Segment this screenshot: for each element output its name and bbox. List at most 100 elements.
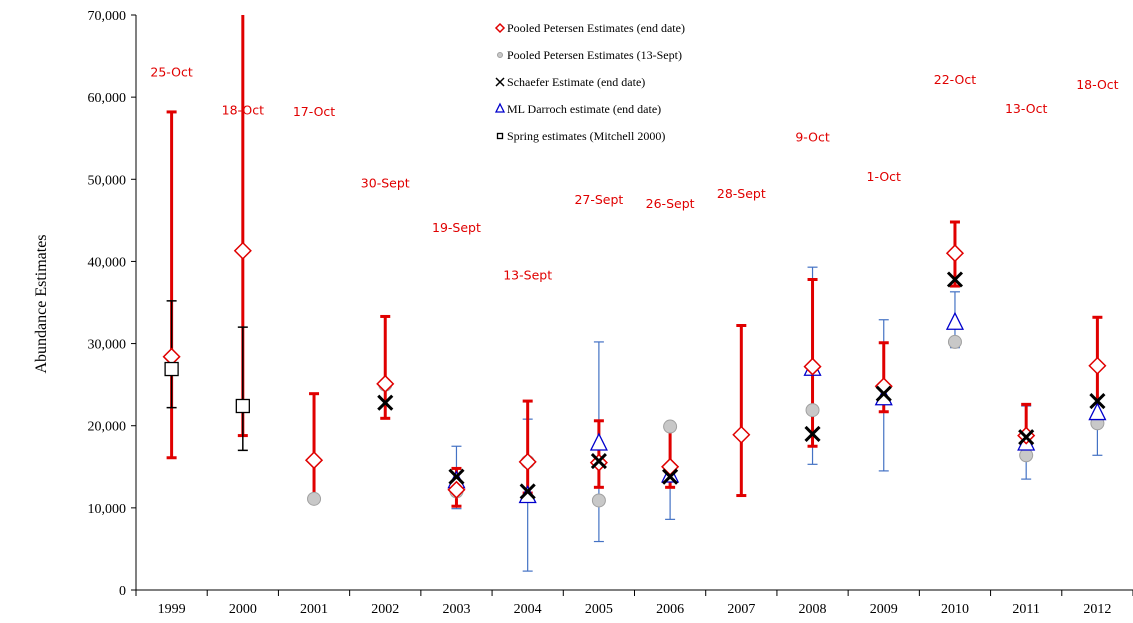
- date-label: 18-Oct: [1076, 77, 1118, 92]
- data-marks: [162, 15, 1107, 572]
- point-diamond: [376, 374, 395, 393]
- y-tick-label: 20,000: [88, 420, 127, 435]
- point-x: [1089, 393, 1106, 410]
- point-diamond: [447, 480, 466, 499]
- x-tick-label: 2011: [1012, 602, 1039, 617]
- point-x: [804, 425, 821, 442]
- point-x: [662, 468, 679, 485]
- x-stroke: [590, 452, 607, 470]
- point-square: [164, 361, 179, 377]
- x-tick-label: 2004: [514, 602, 542, 617]
- point-circle: [947, 334, 962, 349]
- point-triangle: [945, 311, 965, 330]
- legend-label: Pooled Petersen Estimates (end date): [507, 21, 685, 35]
- x-tick-label: 2002: [371, 602, 399, 617]
- x-tick-label: 2000: [229, 602, 257, 617]
- error-bar: [522, 399, 533, 495]
- point-circle: [307, 491, 322, 506]
- point-diamond: [945, 244, 965, 263]
- x-tick-label: 2005: [585, 602, 613, 617]
- x-tick-label: 2001: [300, 602, 328, 617]
- point-x: [1018, 429, 1035, 446]
- date-label: 13-Sept: [503, 268, 552, 283]
- point-x: [590, 452, 607, 470]
- legend-item: Pooled Petersen Estimates (13-Sept): [497, 48, 682, 62]
- legend-label: ML Darroch estimate (end date): [507, 102, 661, 116]
- point-square: [235, 398, 250, 414]
- x-stroke: [875, 385, 892, 402]
- x-stroke: [662, 468, 679, 485]
- legend-marker: [495, 77, 505, 87]
- y-tick-label: 0: [119, 584, 126, 599]
- point-x: [519, 483, 536, 500]
- point-x: [448, 468, 465, 485]
- point-circle: [663, 419, 678, 434]
- point-diamond: [1088, 356, 1107, 375]
- point-triangle: [1088, 402, 1107, 421]
- error-bar: [237, 326, 248, 452]
- legend-item: Spring estimates (Mitchell 2000): [496, 129, 665, 143]
- x-tick-label: 1999: [158, 602, 186, 617]
- error-bar: [309, 392, 320, 500]
- point-x: [946, 271, 964, 288]
- legend-item: ML Darroch estimate (end date): [494, 102, 661, 116]
- x-tick-label: 2012: [1083, 602, 1111, 617]
- error-bar: [736, 324, 747, 498]
- point-diamond: [803, 357, 822, 376]
- point-x: [875, 385, 892, 402]
- legend-marker: [494, 22, 506, 34]
- date-label: 26-Sept: [646, 196, 695, 211]
- date-label: 13-Oct: [1005, 101, 1047, 116]
- point-circle: [1019, 448, 1034, 463]
- point-triangle: [589, 432, 608, 451]
- legend-marker: [496, 132, 504, 140]
- x-stroke: [377, 394, 394, 411]
- point-x: [377, 394, 394, 411]
- date-label: 19-Sept: [432, 220, 481, 235]
- date-label: 25-Oct: [150, 65, 192, 80]
- y-tick-label: 10,000: [88, 502, 127, 517]
- y-axis-title: Abundance Estimates: [33, 234, 50, 373]
- x-tick-label: 2003: [442, 602, 470, 617]
- x-stroke: [1018, 429, 1035, 446]
- x-stroke: [1089, 393, 1106, 410]
- x-stroke: [519, 483, 536, 500]
- date-label: 17-Oct: [293, 104, 335, 119]
- point-circle: [805, 403, 820, 418]
- date-label: 22-Oct: [934, 72, 976, 87]
- date-label: 1-Oct: [867, 169, 902, 184]
- point-diamond: [518, 452, 537, 471]
- date-label: 30-Sept: [361, 176, 410, 191]
- x-tick-label: 2008: [799, 602, 827, 617]
- legend-label: Pooled Petersen Estimates (13-Sept): [507, 48, 682, 62]
- date-label: 27-Sept: [574, 192, 623, 207]
- x-tick-label: 2010: [941, 602, 969, 617]
- x-tick-label: 2007: [727, 602, 755, 617]
- point-diamond: [233, 241, 252, 260]
- x-stroke: [804, 425, 821, 442]
- legend-label: Spring estimates (Mitchell 2000): [507, 129, 665, 143]
- legend-item: Pooled Petersen Estimates (end date): [494, 21, 685, 35]
- point-circle: [591, 493, 606, 508]
- date-label: 28-Sept: [717, 186, 766, 201]
- date-label: 9-Oct: [795, 130, 830, 145]
- x-stroke: [495, 77, 505, 87]
- legend-marker: [494, 102, 506, 113]
- y-tick-label: 30,000: [88, 338, 127, 353]
- point-diamond: [304, 451, 324, 470]
- legend-item: Schaefer Estimate (end date): [495, 75, 645, 89]
- point-diamond: [732, 425, 751, 444]
- legend-label: Schaefer Estimate (end date): [507, 75, 645, 89]
- x-tick-label: 2006: [656, 602, 684, 617]
- y-tick-label: 60,000: [88, 91, 127, 106]
- x-stroke: [946, 271, 964, 288]
- x-tick-label: 2009: [870, 602, 898, 617]
- date-labels: 25-Oct 18-Oct 17-Oct 30-Sept 19-Sept 13-Sept 2…: [150, 65, 1118, 283]
- y-tick-label: 70,000: [88, 9, 127, 24]
- point-triangle: [518, 485, 537, 504]
- x-stroke: [448, 468, 465, 485]
- axes: 0 10,000 20,000 30,000 40,000 50,000 60,000 70,…: [88, 9, 1133, 617]
- legend-marker: [497, 52, 503, 58]
- legend: Pooled Petersen Estimates (end date) Pool…: [494, 21, 685, 143]
